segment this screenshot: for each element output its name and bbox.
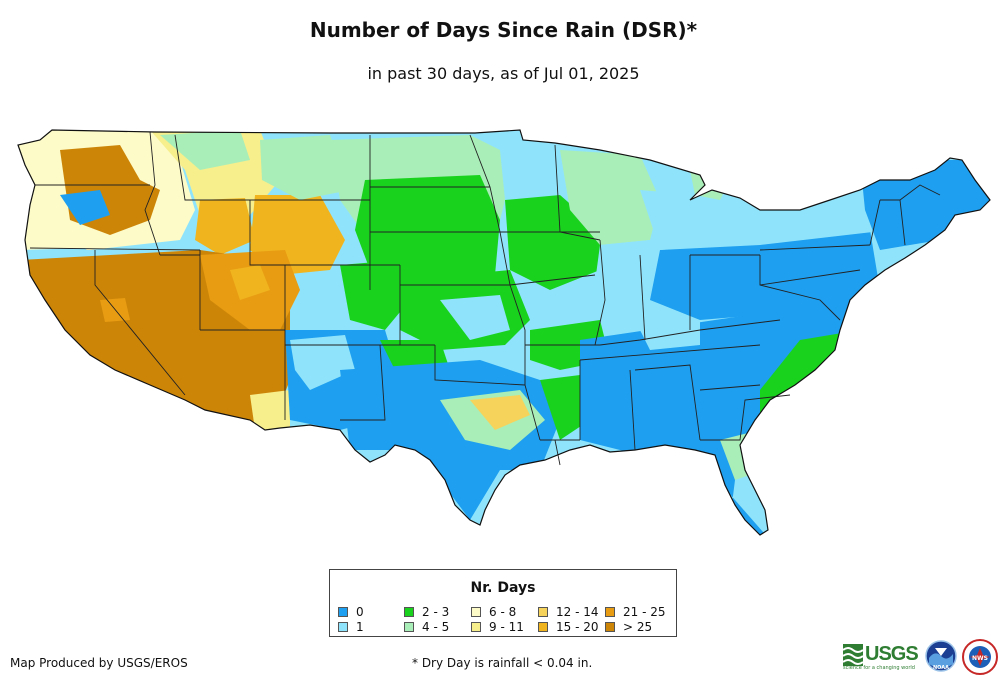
legend-swatch: [538, 622, 548, 632]
legend-swatch: [404, 622, 414, 632]
usgs-logo-tagline: science for a changing world: [843, 665, 915, 671]
legend-label: 9 - 11: [489, 620, 524, 634]
legend-item-0: 0: [338, 605, 364, 619]
legend-item-1: 1: [338, 620, 364, 634]
noaa-logo-text: NOAA: [933, 665, 949, 671]
legend-item-4: 6 - 8: [471, 605, 516, 619]
legend-label: 6 - 8: [489, 605, 517, 619]
legend-item-7: 15 - 20: [538, 620, 599, 634]
nws-logo: NWS: [962, 639, 998, 675]
state-boundaries: [29, 131, 941, 466]
noaa-logo: NOAA: [925, 640, 957, 672]
legend-label: 2 - 3: [422, 605, 450, 619]
legend-item-5: 9 - 11: [471, 620, 524, 634]
legend-label: 21 - 25: [623, 605, 666, 619]
legend-label: 12 - 14: [556, 605, 599, 619]
legend-item-8: 21 - 25: [605, 605, 666, 619]
usgs-logo-text: USGS: [865, 643, 919, 665]
legend-label: 0: [356, 605, 364, 619]
legend-swatch: [538, 607, 548, 617]
legend-swatch: [471, 607, 481, 617]
usgs-wave-icon: [843, 644, 863, 666]
legend-label: > 25: [623, 620, 653, 634]
legend-label: 4 - 5: [422, 620, 450, 634]
legend-label: 15 - 20: [556, 620, 599, 634]
legend-item-3: 4 - 5: [404, 620, 449, 634]
legend-swatch: [338, 622, 348, 632]
legend-title: Nr. Days: [470, 580, 536, 596]
legend-item-9: > 25: [605, 620, 652, 634]
credit-text: Map Produced by USGS/EROS: [10, 656, 188, 670]
legend-item-6: 12 - 14: [538, 605, 599, 619]
nws-logo-text: NWS: [972, 655, 988, 662]
legend: Nr. Days 0 1 2 - 3 4 - 5 6 - 8 9 - 11 12…: [329, 569, 677, 637]
map-subtitle: in past 30 days, as of Jul 01, 2025: [367, 64, 640, 83]
us-dsr-map: [17, 129, 991, 536]
legend-item-2: 2 - 3: [404, 605, 449, 619]
legend-swatch: [338, 607, 348, 617]
footnote-text: * Dry Day is rainfall < 0.04 in.: [412, 656, 593, 670]
usgs-logo: USGS science for a changing world: [843, 640, 919, 672]
dsr-fill-regions: [18, 130, 990, 535]
legend-swatch: [605, 622, 615, 632]
legend-label: 1: [356, 620, 364, 634]
map-title: Number of Days Since Rain (DSR)*: [309, 18, 698, 42]
legend-swatch: [605, 607, 615, 617]
legend-swatch: [471, 622, 481, 632]
legend-swatch: [404, 607, 414, 617]
